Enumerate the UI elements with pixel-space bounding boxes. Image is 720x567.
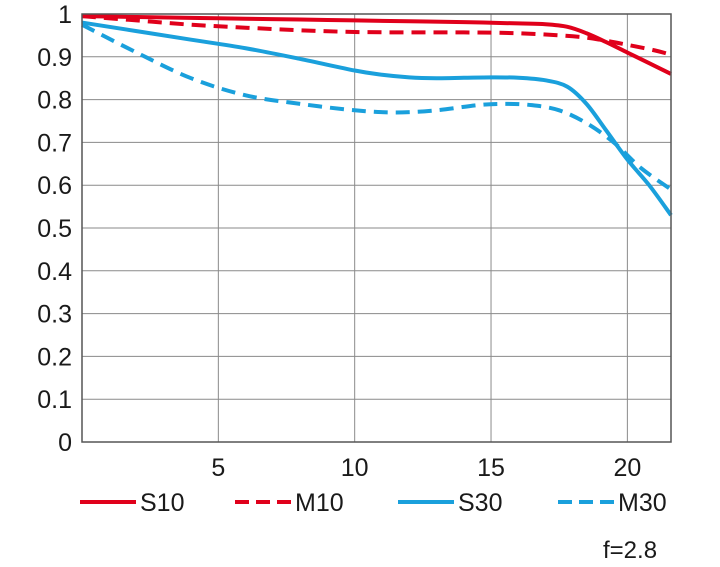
y-tick-label: 1 xyxy=(58,1,72,29)
legend: S10 M10 S30 M30 xyxy=(80,489,667,517)
x-tick-label: 20 xyxy=(613,454,641,482)
aperture-annotation: f=2.8 xyxy=(603,537,657,564)
series-line-m10 xyxy=(81,14,672,57)
y-tick-label: 0.6 xyxy=(37,172,72,200)
series-line-s10 xyxy=(81,14,672,76)
x-tick-label: 5 xyxy=(211,454,225,482)
y-tick-label: 0.3 xyxy=(37,301,72,329)
y-tick-label: 0.9 xyxy=(37,44,72,72)
y-axis-ticks: 0 0.1 0.2 0.3 0.4 0.5 0.6 0.7 0.8 0.9 1 xyxy=(37,1,72,457)
series-line-s30 xyxy=(81,20,673,217)
grid xyxy=(82,13,671,443)
series-line-m30 xyxy=(81,22,673,192)
plot-frame xyxy=(81,13,672,443)
legend-label-m10: M10 xyxy=(295,489,344,517)
y-tick-label: 0.4 xyxy=(37,258,72,286)
legend-label-s30: S30 xyxy=(458,489,502,517)
y-tick-label: 0 xyxy=(58,429,72,457)
y-tick-label: 0.1 xyxy=(37,386,72,414)
x-axis-ticks: 5 10 15 20 xyxy=(211,454,641,482)
y-tick-label: 0.2 xyxy=(37,343,72,371)
y-tick-label: 0.5 xyxy=(37,215,72,243)
y-tick-label: 0.8 xyxy=(37,87,72,115)
x-tick-label: 15 xyxy=(477,454,505,482)
y-tick-label: 0.7 xyxy=(37,129,72,157)
legend-label-m30: M30 xyxy=(618,489,667,517)
x-tick-label: 10 xyxy=(341,454,369,482)
legend-label-s10: S10 xyxy=(140,489,184,517)
series-lines xyxy=(81,14,673,217)
